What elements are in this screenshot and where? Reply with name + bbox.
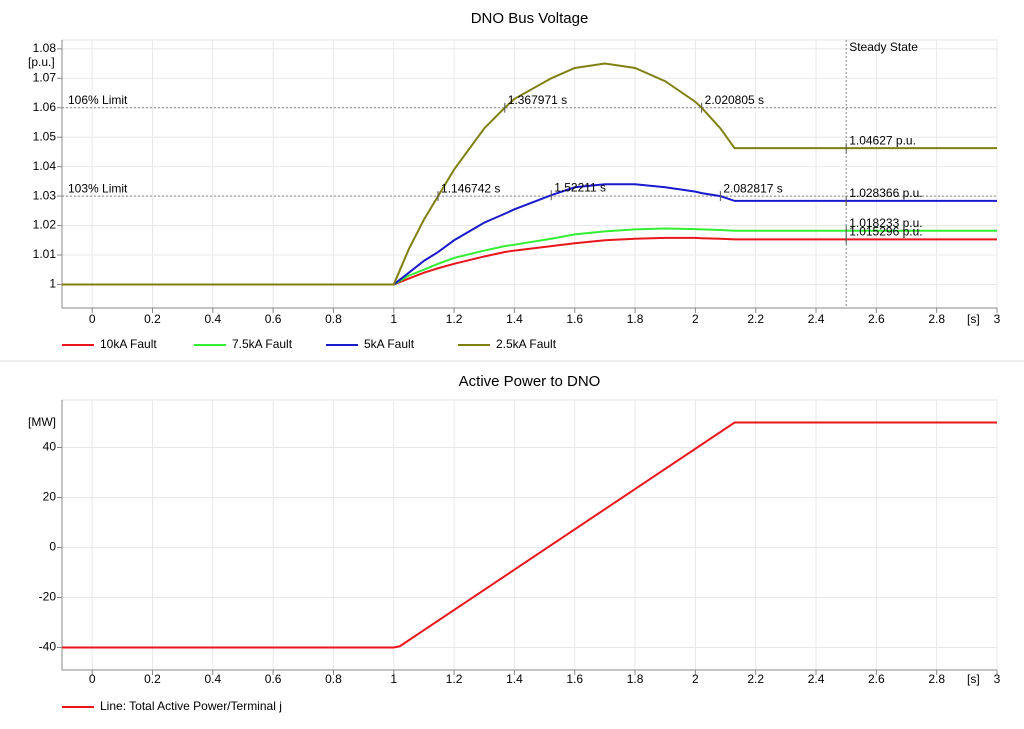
- plot-area: [61, 399, 998, 671]
- annotation-label: 1.367971 s: [508, 93, 567, 107]
- y-tick-label: 20: [43, 490, 57, 504]
- x-tick-label: 1.8: [627, 312, 644, 326]
- y-tick-label: -40: [39, 640, 57, 654]
- reference-label: 106% Limit: [68, 93, 128, 107]
- x-tick-label: 2.8: [928, 672, 945, 686]
- x-tick-label: 1: [390, 312, 397, 326]
- y-tick-label: 1.06: [33, 100, 57, 114]
- x-tick-label: 3: [994, 312, 1001, 326]
- chart-title: DNO Bus Voltage: [471, 10, 589, 27]
- x-tick-label: 0.6: [265, 312, 282, 326]
- x-tick-label: 1.6: [566, 312, 583, 326]
- legend-label: 2.5kA Fault: [496, 337, 557, 351]
- x-tick-label: 2: [692, 312, 699, 326]
- x-tick-label: 1.2: [446, 312, 463, 326]
- annotation-label: 2.082817 s: [723, 181, 782, 195]
- series-line: [62, 183, 997, 286]
- y-tick-label: 40: [43, 440, 57, 454]
- x-tick-label: 1.2: [446, 672, 463, 686]
- x-tick-label: 0.2: [144, 312, 161, 326]
- y-tick-label: 1.03: [33, 188, 57, 202]
- y-tick-label: 1.07: [33, 70, 57, 84]
- annotation-label: 2.020805 s: [705, 93, 764, 107]
- annotation-label: 1.015296 p.u.: [849, 225, 922, 239]
- x-tick-label: 3: [994, 672, 1001, 686]
- legend-label: 5kA Fault: [364, 337, 415, 351]
- x-tick-label: 2.4: [808, 672, 825, 686]
- series-line: [62, 62, 997, 286]
- annotation-label: 1.028366 p.u.: [849, 186, 922, 200]
- annotation-label: 1.04627 p.u.: [849, 133, 916, 147]
- annotation-label: 1.146742 s: [441, 181, 500, 195]
- x-tick-label: 2.8: [928, 312, 945, 326]
- x-unit: [s]: [967, 672, 980, 686]
- legend-label: 10kA Fault: [100, 337, 157, 351]
- x-tick-label: 0.4: [204, 312, 221, 326]
- legend-label: 7.5kA Fault: [232, 337, 293, 351]
- annotation-label: 1.52211 s: [554, 180, 606, 194]
- x-tick-label: 2.6: [868, 312, 885, 326]
- series-line: [62, 236, 997, 286]
- y-tick-label: 1.04: [33, 159, 57, 173]
- x-tick-label: 1.4: [506, 672, 523, 686]
- series-line: [62, 421, 997, 649]
- y-tick-label: 1: [49, 277, 56, 291]
- x-tick-label: 2.2: [747, 672, 764, 686]
- series-line: [62, 227, 997, 286]
- chart-title: Active Power to DNO: [459, 373, 601, 390]
- legend-label: Line: Total Active Power/Terminal j: [100, 699, 282, 713]
- x-tick-label: 0.8: [325, 672, 342, 686]
- vertical-line-label: Steady State: [849, 40, 918, 54]
- y-tick-label: 0: [49, 540, 56, 554]
- x-tick-label: 0.2: [144, 672, 161, 686]
- reference-label: 103% Limit: [68, 181, 128, 195]
- x-tick-label: 1: [390, 672, 397, 686]
- x-tick-label: 0.4: [204, 672, 221, 686]
- x-tick-label: 0.8: [325, 312, 342, 326]
- annotation-label: 1.018233 p.u.: [849, 216, 922, 230]
- y-tick-label: -20: [39, 590, 57, 604]
- x-tick-label: 1.4: [506, 312, 523, 326]
- y-unit: [MW]: [28, 415, 56, 429]
- x-unit: [s]: [967, 312, 980, 326]
- x-tick-label: 2.2: [747, 312, 764, 326]
- x-tick-label: 1.8: [627, 672, 644, 686]
- y-tick-label: 1.02: [33, 218, 57, 232]
- y-tick-label: 1.05: [33, 129, 57, 143]
- x-tick-label: 2.6: [868, 672, 885, 686]
- x-tick-label: 0: [89, 672, 96, 686]
- y-tick-label: 1.01: [33, 247, 57, 261]
- plot-area: [61, 39, 998, 309]
- x-tick-label: 1.6: [566, 672, 583, 686]
- x-tick-label: 2: [692, 672, 699, 686]
- x-tick-label: 0.6: [265, 672, 282, 686]
- y-tick-label: 1.08: [33, 41, 57, 55]
- x-tick-label: 0: [89, 312, 96, 326]
- x-tick-label: 2.4: [808, 312, 825, 326]
- y-unit: [p.u.]: [28, 55, 55, 69]
